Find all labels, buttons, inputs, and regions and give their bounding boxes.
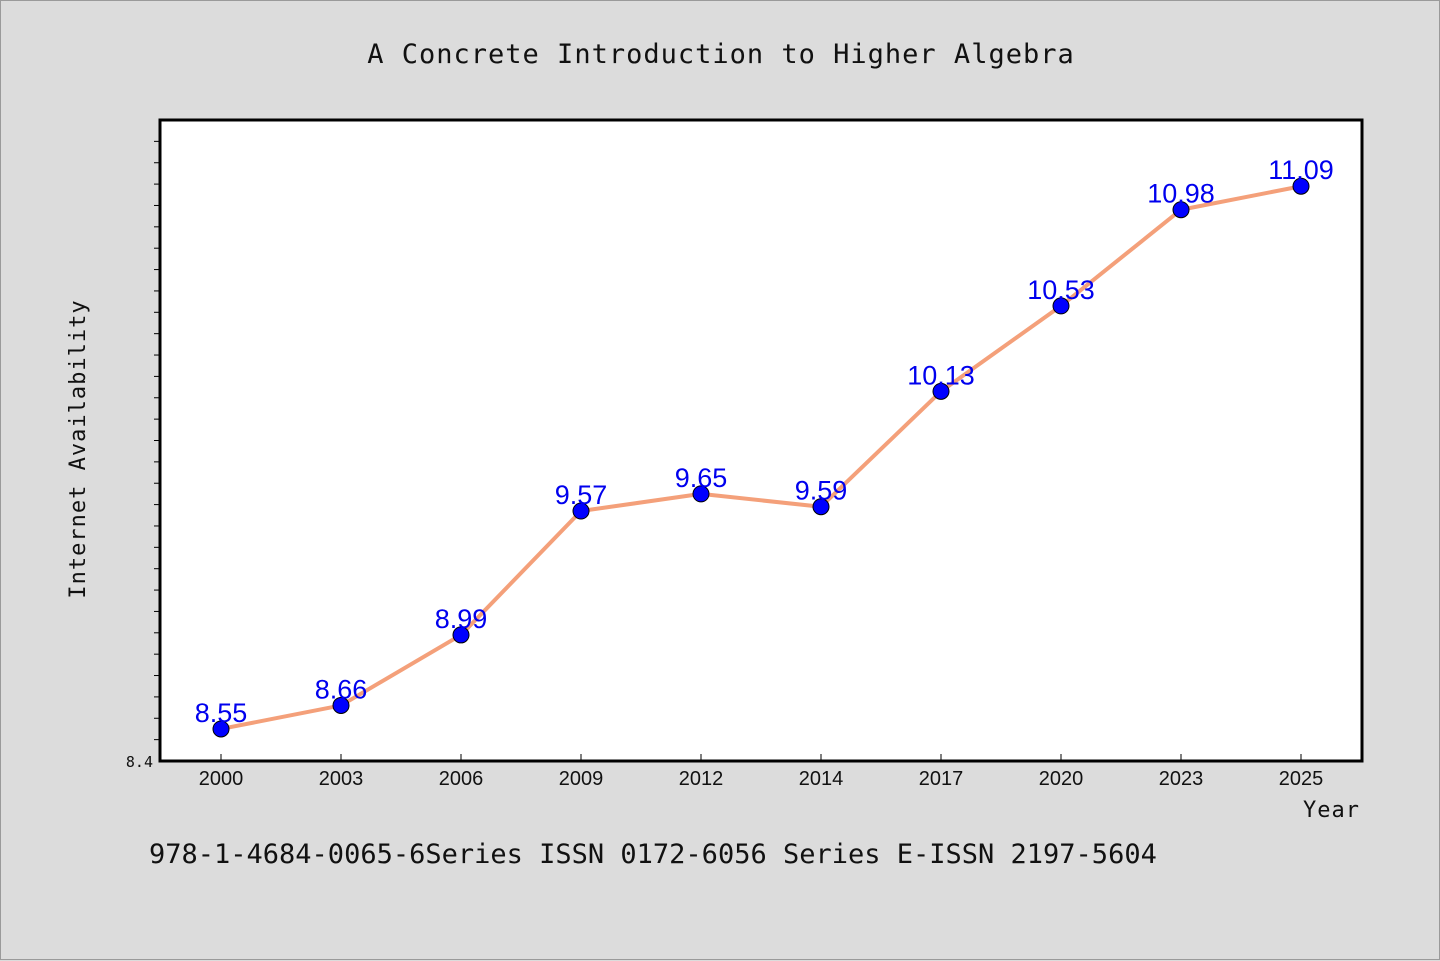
x-tick-label: 2017 (919, 768, 964, 790)
x-tick-label: 2025 (1279, 768, 1324, 790)
data-label: 8.55 (195, 698, 248, 728)
data-label: 8.99 (435, 604, 488, 634)
x-axis-ticks: 2000 2003 2006 2009 2012 2014 2017 2020 2023 2025 (199, 754, 1324, 790)
data-point (572, 502, 590, 520)
data-label: 8.66 (315, 674, 368, 704)
data-point (812, 498, 830, 516)
data-point (1172, 201, 1190, 219)
data-label: 9.59 (795, 476, 848, 506)
data-point (212, 720, 230, 738)
data-label: 10.53 (1027, 275, 1095, 305)
data-label: 11.09 (1268, 155, 1334, 185)
data-point (1052, 297, 1070, 315)
x-tick-label: 2000 (199, 768, 244, 790)
y-axis-ticks (154, 140, 160, 741)
x-tick-label: 2009 (559, 768, 604, 790)
data-point (692, 485, 710, 503)
data-point (932, 382, 950, 400)
series-markers (212, 177, 1310, 738)
data-point (452, 626, 470, 644)
x-tick-label: 2014 (799, 768, 844, 790)
data-point (332, 696, 350, 714)
data-label: 10.98 (1147, 179, 1215, 209)
series-line (220, 184, 1302, 731)
data-labels: 8.55 8.66 8.99 9.57 9.65 9.59 10.13 10.53 10.98 1… (195, 155, 1334, 728)
x-axis-label: Year (1303, 798, 1360, 823)
data-label: 10.13 (907, 360, 975, 390)
x-tick-label: 2003 (319, 768, 364, 790)
y-axis-label: Internet Availability (66, 299, 91, 598)
data-label: 9.65 (675, 463, 728, 493)
footer-text: 978-1-4684-0065-6Series ISSN 0172-6056 S… (149, 839, 1157, 870)
x-tick-label: 2012 (679, 768, 724, 790)
y-tick-label: 8.4 (126, 753, 153, 771)
x-tick-label: 2023 (1159, 768, 1204, 790)
data-point (1292, 177, 1310, 195)
data-label: 9.57 (555, 480, 608, 510)
chart-title: A Concrete Introduction to Higher Algebr… (367, 39, 1074, 70)
x-tick-label: 2020 (1039, 768, 1084, 790)
x-tick-label: 2006 (439, 768, 484, 790)
